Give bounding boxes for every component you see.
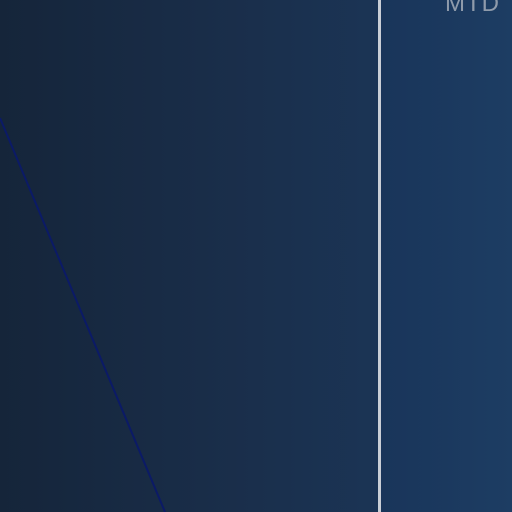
- vertical-divider[interactable]: [378, 0, 381, 512]
- period-label: MTD: [445, 0, 500, 17]
- right-panel: MTD: [381, 0, 512, 512]
